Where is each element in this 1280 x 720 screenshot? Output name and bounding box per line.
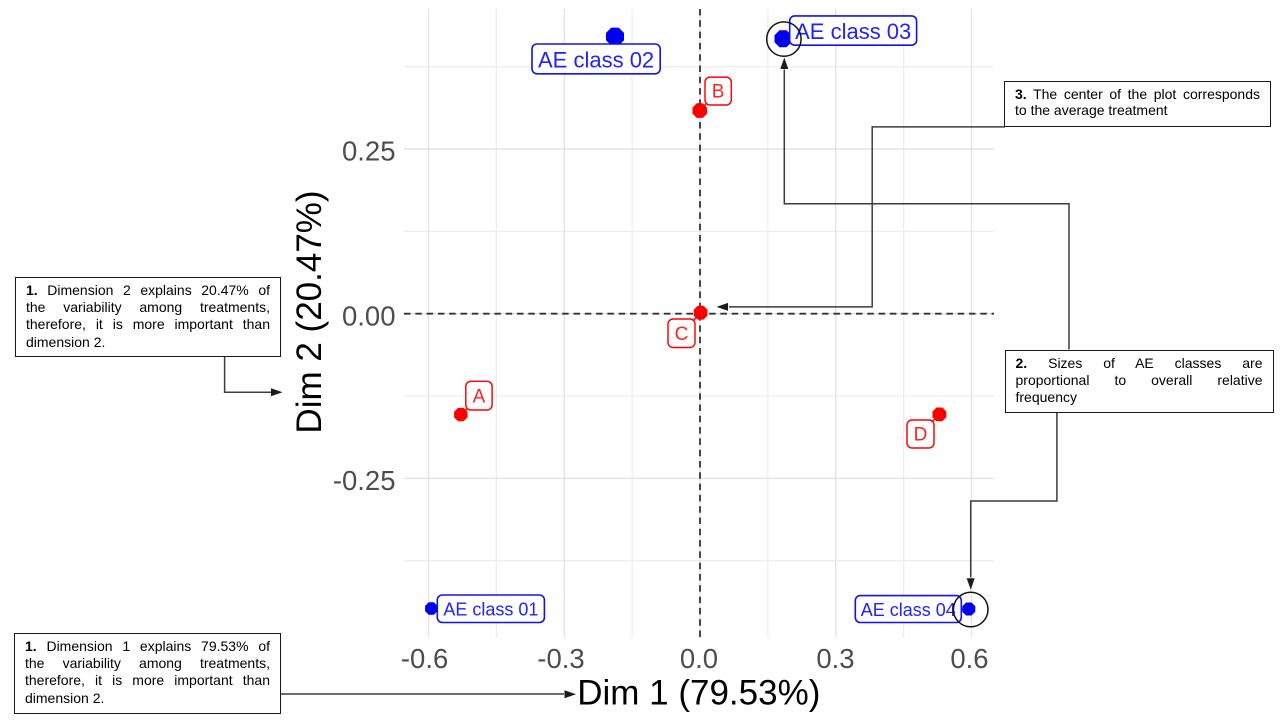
svg-text:AE class 03: AE class 03 [795,19,911,44]
svg-text:C: C [675,324,689,345]
svg-text:0.0: 0.0 [680,643,718,674]
svg-text:0.3: 0.3 [816,643,854,674]
svg-text:-0.3: -0.3 [537,643,584,674]
svg-text:0.00: 0.00 [342,300,396,331]
svg-text:AE class 02: AE class 02 [538,48,654,73]
svg-text:AE class 04: AE class 04 [861,600,956,620]
svg-text:D: D [914,425,928,446]
svg-text:A: A [473,386,486,407]
svg-text:-0.25: -0.25 [333,465,396,496]
svg-text:0.25: 0.25 [342,136,396,167]
svg-text:-0.6: -0.6 [401,643,448,674]
svg-text:0.6: 0.6 [950,643,988,674]
svg-text:AE class 01: AE class 01 [443,600,538,620]
svg-text:Dim 1 (79.53%): Dim 1 (79.53%) [577,674,820,713]
svg-text:Dim 2 (20.47%): Dim 2 (20.47%) [290,190,329,433]
svg-text:B: B [712,82,725,103]
